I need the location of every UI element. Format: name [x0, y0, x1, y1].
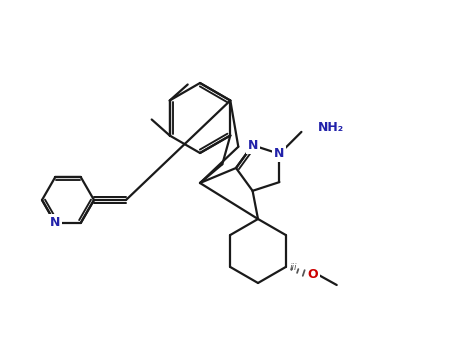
Text: O: O — [308, 268, 318, 281]
Text: N: N — [248, 139, 258, 152]
Text: iii: iii — [290, 264, 297, 273]
Text: NH₂: NH₂ — [318, 121, 344, 134]
Text: N: N — [274, 147, 285, 160]
Text: N: N — [50, 216, 60, 229]
